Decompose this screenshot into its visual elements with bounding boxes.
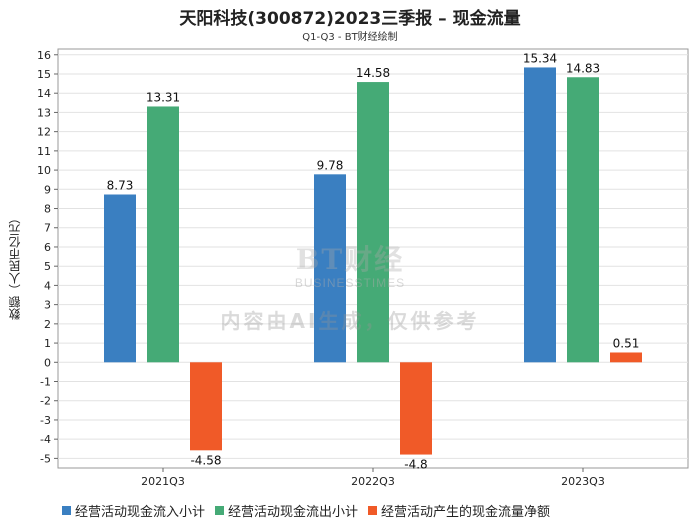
bar-1-0 (314, 174, 346, 363)
y-tick-label: 13 (37, 106, 51, 119)
data-label: -4.8 (404, 458, 427, 472)
data-label: 9.78 (317, 158, 344, 172)
y-tick-label: 10 (37, 164, 51, 177)
y-tick-label: 1 (44, 337, 51, 350)
bar-0-1 (147, 106, 179, 363)
legend-label: 经营活动产生的现金流量净额 (381, 504, 551, 520)
x-tick-label: 2022Q3 (351, 475, 395, 488)
bar-2-0 (524, 67, 556, 363)
chart-title: 天阳科技(300872)2023三季报 – 现金流量 (179, 9, 521, 29)
data-label: 13.31 (146, 90, 180, 104)
legend-swatch (368, 505, 378, 515)
data-label: 8.73 (107, 178, 134, 192)
legend-label: 经营活动现金流入小计 (75, 504, 206, 520)
legend-item: 经营活动现金流出小计 (215, 501, 358, 520)
y-tick-label: 5 (44, 260, 51, 273)
y-tick-label: 14 (37, 87, 51, 100)
y-tick-label: 3 (44, 299, 51, 312)
legend-swatch (215, 505, 225, 515)
y-tick-label: -2 (40, 395, 51, 408)
chart-subtitle: Q1-Q3 - BT财经绘制 (302, 32, 398, 43)
x-tick-label: 2023Q3 (561, 475, 605, 488)
y-tick-label: -1 (40, 376, 51, 389)
y-tick-label: 0 (44, 356, 51, 369)
bar-1-2 (400, 362, 432, 455)
y-tick-label: 2 (44, 318, 51, 331)
data-label: 14.58 (356, 66, 390, 80)
y-tick-label: 12 (37, 126, 51, 139)
data-label: -4.58 (190, 453, 221, 467)
legend-label: 经营活动现金流出小计 (228, 504, 359, 520)
data-label: 15.34 (523, 51, 557, 65)
legend-swatch (62, 505, 71, 515)
bar-0-0 (104, 194, 136, 363)
y-tick-label: -3 (40, 414, 51, 427)
x-tick-label: 2021Q3 (141, 475, 185, 488)
y-tick-label: 16 (37, 49, 51, 62)
y-tick-label: 6 (44, 241, 51, 254)
bar-1-1 (357, 82, 389, 363)
data-label: 0.51 (613, 336, 640, 350)
y-tick-label: 15 (37, 68, 51, 81)
y-tick-label: 8 (44, 203, 51, 216)
y-tick-label: 9 (44, 183, 51, 196)
data-label: 14.83 (566, 61, 600, 75)
y-tick-label: 4 (44, 279, 51, 292)
y-tick-label: -4 (40, 433, 51, 446)
legend-item: 经营活动现金流入小计 (62, 501, 205, 520)
chart-legend: 经营活动现金流入小计 经营活动现金流出小计 经营活动产生的现金流量净额 (62, 500, 560, 520)
bar-0-2 (190, 362, 222, 451)
y-tick-label: 7 (44, 222, 51, 235)
bar-2-1 (567, 77, 599, 363)
bar-2-2 (610, 352, 642, 363)
legend-item: 经营活动产生的现金流量净额 (368, 501, 550, 520)
y-tick-label: -5 (40, 452, 51, 465)
y-tick-label: 11 (37, 145, 51, 158)
